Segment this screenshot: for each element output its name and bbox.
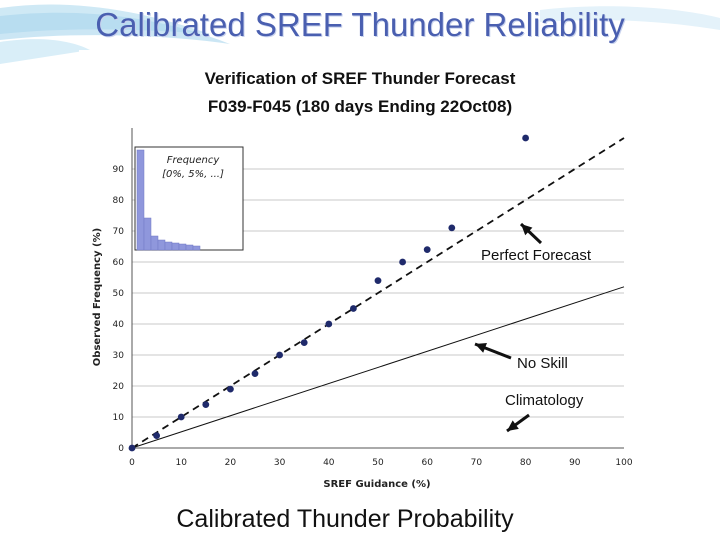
y-tick-label: 40 bbox=[113, 320, 125, 330]
x-tick-label: 80 bbox=[520, 458, 532, 468]
data-point bbox=[424, 246, 431, 253]
x-tick-label: 60 bbox=[421, 458, 433, 468]
climatology-label: Climatology bbox=[505, 392, 584, 409]
y-tick-label: 0 bbox=[118, 444, 124, 454]
y-tick-label: 90 bbox=[113, 165, 125, 175]
chart-title-line2: F039-F045 (180 days Ending 22Oct08) bbox=[208, 97, 512, 116]
x-tick-label: 70 bbox=[471, 458, 483, 468]
perfect-forecast-label: Perfect Forecast bbox=[481, 247, 592, 264]
data-point bbox=[178, 414, 185, 421]
data-point bbox=[153, 432, 160, 439]
data-point bbox=[227, 386, 234, 393]
data-point bbox=[301, 339, 308, 346]
data-point bbox=[276, 352, 283, 359]
data-point bbox=[325, 321, 332, 328]
histogram-bar bbox=[165, 242, 172, 250]
y-tick-label: 60 bbox=[113, 258, 125, 268]
data-point bbox=[375, 277, 382, 284]
y-tick-label: 50 bbox=[113, 289, 125, 299]
histogram-bar bbox=[193, 246, 200, 250]
data-point bbox=[522, 135, 529, 142]
x-tick-label: 90 bbox=[569, 458, 581, 468]
histogram-bar bbox=[186, 245, 193, 250]
data-point bbox=[399, 259, 406, 266]
histogram-bar bbox=[158, 240, 165, 250]
y-tick-label: 30 bbox=[113, 351, 125, 361]
x-tick-label: 20 bbox=[225, 458, 237, 468]
data-point bbox=[350, 305, 357, 312]
data-point bbox=[448, 225, 455, 232]
inset-title-line1: Frequency bbox=[167, 155, 221, 166]
histogram-bar bbox=[172, 243, 179, 250]
y-tick-label: 10 bbox=[113, 413, 125, 423]
x-tick-label: 0 bbox=[129, 458, 135, 468]
y-tick-label: 80 bbox=[113, 196, 125, 206]
figure-panel: Verification of SREF Thunder Forecast F0… bbox=[79, 50, 641, 500]
histogram-bar bbox=[151, 236, 158, 250]
data-point bbox=[252, 370, 259, 377]
data-point bbox=[129, 445, 136, 452]
x-tick-label: 10 bbox=[175, 458, 187, 468]
x-axis-label: SREF Guidance (%) bbox=[323, 479, 430, 490]
histogram-bar bbox=[179, 244, 186, 250]
x-tick-label: 40 bbox=[323, 458, 335, 468]
chart-title-line1: Verification of SREF Thunder Forecast bbox=[205, 69, 516, 88]
reliability-chart: Verification of SREF Thunder Forecast F0… bbox=[79, 50, 641, 500]
y-tick-label: 20 bbox=[113, 382, 125, 392]
slide-caption: Calibrated Thunder Probability bbox=[0, 505, 690, 534]
inset-title-line2: [0%, 5%, ...] bbox=[162, 169, 224, 180]
y-axis-label: Observed Frequency (%) bbox=[92, 228, 103, 366]
histogram-bar bbox=[144, 218, 151, 250]
data-point bbox=[202, 401, 209, 408]
x-tick-label: 100 bbox=[615, 458, 632, 468]
x-tick-label: 30 bbox=[274, 458, 286, 468]
x-tick-label: 50 bbox=[372, 458, 384, 468]
histogram-bar bbox=[137, 150, 144, 250]
slide-title: Calibrated SREF Thunder Reliability bbox=[0, 6, 720, 44]
no-skill-label: No Skill bbox=[517, 355, 568, 372]
y-tick-label: 70 bbox=[113, 227, 125, 237]
